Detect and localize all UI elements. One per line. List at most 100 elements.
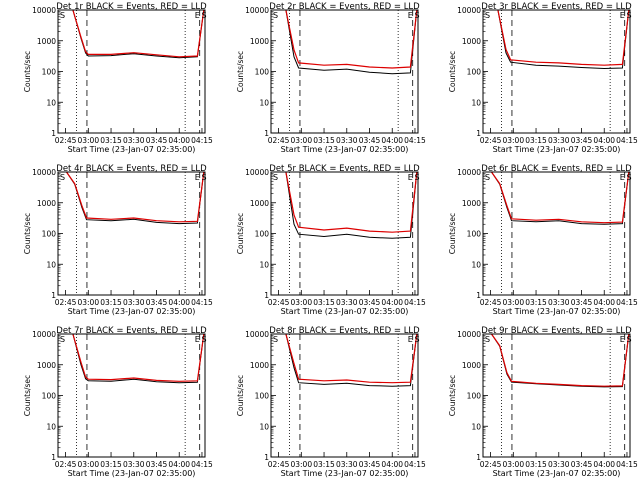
y-tick-label: 10 — [259, 260, 269, 269]
events-series-line — [72, 10, 205, 59]
y-tick-label: 1 — [476, 291, 481, 300]
x-tick-label: 03:30 — [336, 136, 358, 145]
events-series-line — [285, 334, 418, 387]
y-tick-label: 10 — [259, 98, 269, 107]
x-tick-label: 04:00 — [593, 460, 615, 469]
y-tick-label: 1000 — [250, 361, 269, 370]
x-tick-label: 02:45 — [55, 298, 77, 307]
y-tick-label: 10000 — [245, 6, 269, 15]
lld-series-line — [66, 172, 205, 223]
x-tick-label: 03:30 — [336, 298, 358, 307]
x-tick-label: 03:00 — [77, 298, 99, 307]
events-series-line — [285, 172, 418, 239]
plot-frame — [270, 171, 419, 296]
x-tick-label: 03:45 — [146, 460, 168, 469]
region-label: S — [60, 335, 65, 344]
x-tick-label: 04:15 — [191, 298, 213, 307]
x-tick-label: 04:00 — [381, 298, 403, 307]
y-tick-label: 1000 — [37, 361, 56, 370]
plot-frame — [482, 9, 631, 134]
x-axis-label: Start Time (23-Jan-07 02:35:00) — [493, 307, 621, 316]
x-tick-label: 04:15 — [191, 136, 213, 145]
x-axis-label: Start Time (23-Jan-07 02:35:00) — [493, 145, 621, 154]
y-axis-label: Counts/sec — [23, 51, 32, 92]
x-axis-label: Start Time (23-Jan-07 02:35:00) — [281, 469, 409, 478]
y-tick-label: 100 — [467, 68, 482, 77]
y-tick-label: 10000 — [245, 330, 269, 339]
region-label: S — [273, 335, 278, 344]
x-tick-label: 02:45 — [55, 460, 77, 469]
y-tick-label: 1000 — [37, 199, 56, 208]
x-tick-label: 03:15 — [100, 298, 122, 307]
x-tick-label: 03:30 — [336, 460, 358, 469]
y-tick-label: 1 — [51, 453, 56, 462]
x-axis-label: Start Time (23-Jan-07 02:35:00) — [68, 145, 196, 154]
x-tick-label: 03:30 — [548, 298, 570, 307]
x-tick-label: 02:45 — [480, 298, 502, 307]
x-tick-label: 03:00 — [290, 298, 312, 307]
x-tick-label: 02:45 — [268, 298, 290, 307]
region-label: E — [408, 11, 413, 20]
y-tick-label: 1000 — [250, 37, 269, 46]
y-tick-label: 100 — [42, 230, 57, 239]
x-tick-label: 04:00 — [593, 298, 615, 307]
y-tick-label: 100 — [467, 230, 482, 239]
x-axis-label: Start Time (23-Jan-07 02:35:00) — [68, 307, 196, 316]
x-tick-label: 03:45 — [571, 460, 593, 469]
region-label: E — [195, 335, 200, 344]
x-tick-label: 02:45 — [480, 460, 502, 469]
y-tick-label: 1 — [51, 129, 56, 138]
y-tick-label: 1 — [264, 291, 269, 300]
x-tick-label: 03:15 — [313, 298, 335, 307]
x-tick-label: 03:30 — [123, 460, 145, 469]
x-axis-label: Start Time (23-Jan-07 02:35:00) — [281, 145, 409, 154]
plot-frame — [482, 171, 631, 296]
panel-title: Det 3r BLACK = Events, RED = LLD — [481, 2, 632, 12]
x-tick-label: 04:00 — [381, 460, 403, 469]
y-tick-label: 10 — [471, 422, 481, 431]
region-label: S — [60, 173, 65, 182]
y-tick-label: 1 — [51, 291, 56, 300]
events-series-line — [72, 334, 205, 384]
x-tick-label: 03:45 — [359, 298, 381, 307]
y-tick-label: 1000 — [250, 199, 269, 208]
x-tick-label: 03:45 — [146, 298, 168, 307]
y-tick-label: 10 — [46, 260, 56, 269]
x-tick-label: 04:15 — [404, 298, 426, 307]
x-tick-label: 03:30 — [123, 136, 145, 145]
x-tick-label: 03:45 — [359, 136, 381, 145]
lld-series-line — [72, 10, 205, 58]
x-tick-label: 03:15 — [525, 298, 547, 307]
panel-title: Det 9r BLACK = Events, RED = LLD — [481, 326, 632, 336]
x-tick-label: 03:00 — [77, 136, 99, 145]
region-label: E — [195, 11, 200, 20]
y-tick-label: 1000 — [462, 361, 481, 370]
lld-series-line — [285, 334, 418, 384]
plot-frame — [57, 9, 206, 134]
y-axis-label: Counts/sec — [236, 51, 245, 92]
plot-frame — [57, 333, 206, 458]
region-label: S — [273, 173, 278, 182]
region-label: S — [202, 11, 207, 20]
plot-frame — [270, 9, 419, 134]
region-label: E — [620, 11, 625, 20]
x-tick-label: 04:15 — [616, 298, 638, 307]
y-tick-label: 10000 — [245, 168, 269, 177]
region-label: E — [408, 173, 413, 182]
x-tick-label: 03:45 — [146, 136, 168, 145]
y-tick-label: 1 — [476, 129, 481, 138]
x-tick-label: 03:15 — [313, 136, 335, 145]
x-tick-label: 02:45 — [268, 136, 290, 145]
lld-series-line — [497, 10, 630, 66]
x-tick-label: 02:45 — [480, 136, 502, 145]
plot-frame — [482, 333, 631, 458]
y-tick-label: 1000 — [462, 37, 481, 46]
region-label: S — [485, 173, 490, 182]
region-label: S — [485, 335, 490, 344]
x-tick-label: 03:45 — [571, 298, 593, 307]
